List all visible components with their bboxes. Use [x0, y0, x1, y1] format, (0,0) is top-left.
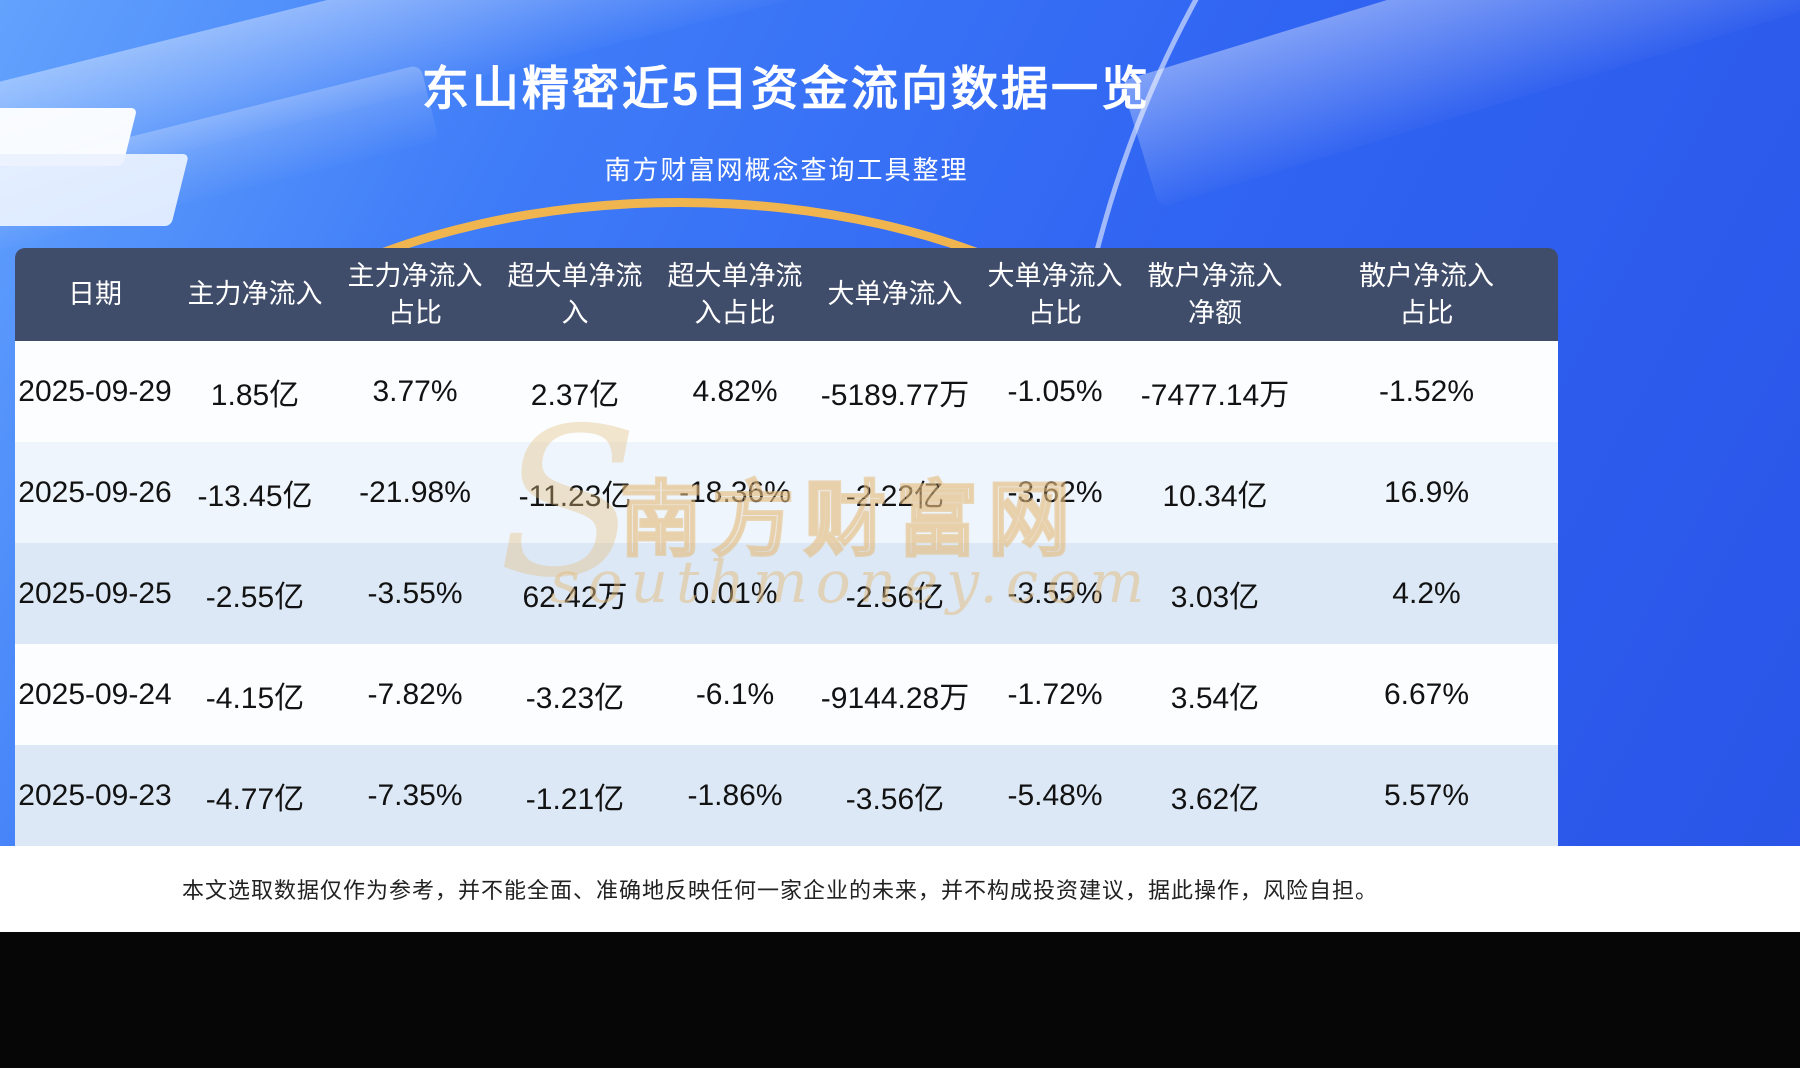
table-cell: -18.36% [679, 475, 791, 509]
table-cell: 4.82% [692, 374, 778, 408]
table-cell: -1.05% [1007, 374, 1103, 408]
table-cell: 1.85亿 [210, 378, 300, 412]
table-cell: -2.22亿 [845, 479, 945, 513]
table-cell: -7.82% [367, 677, 463, 711]
table-cell: 3.62亿 [1170, 782, 1260, 816]
table-cell: -11.23亿 [518, 479, 632, 513]
table-cell: -7477.14万 [1140, 378, 1290, 412]
table-cell: -6.1% [695, 677, 775, 711]
date-cell: 2025-09-26 [18, 475, 172, 509]
table-cell: -3.55% [367, 576, 463, 610]
col-header-retail-net-inflow: 散户净流入 净额 [1147, 261, 1283, 328]
table-cell: -1.86% [687, 778, 783, 812]
table-cell: 0.01% [692, 576, 778, 610]
table-cell: 62.42万 [522, 580, 628, 614]
page-subtitle: 南方财富网概念查询工具整理 [604, 155, 969, 185]
table-row: 2025-09-23 -4.77亿 -7.35% -1.21亿 -1.86% -… [15, 745, 1558, 846]
col-header-large-order-net-inflow-pct: 大单净流入 占比 [987, 261, 1123, 328]
table-cell: 10.34亿 [1162, 479, 1268, 513]
table-cell: 4.2% [1392, 576, 1461, 610]
col-header-xl-order-net-inflow-pct: 超大单净流 入占比 [667, 261, 803, 328]
date-cell: 2025-09-29 [18, 374, 172, 408]
table-cell: 3.54亿 [1170, 681, 1260, 715]
table-cell: -1.52% [1378, 374, 1475, 408]
fund-flow-table: 日期 主力净流入 主力净流入 占比 超大单净流 入 超大单净流 入占比 大单净流… [15, 248, 1558, 846]
disclaimer-text: 本文选取数据仅作为参考，并不能全面、准确地反映任何一家企业的未来，并不构成投资建… [181, 878, 1378, 903]
col-header-date: 日期 [68, 279, 122, 310]
table-cell: -3.62% [1007, 475, 1103, 509]
table-cell: 6.67% [1383, 677, 1470, 711]
table-header-row: 日期 主力净流入 主力净流入 占比 超大单净流 入 超大单净流 入占比 大单净流… [15, 248, 1558, 341]
table-cell: -5.48% [1007, 778, 1103, 812]
table-row: 2025-09-26 -13.45亿 -21.98% -11.23亿 -18.3… [15, 442, 1558, 543]
table-cell: 3.77% [372, 374, 458, 408]
col-header-large-order-net-inflow: 大单净流入 [827, 279, 963, 310]
date-cell: 2025-09-24 [18, 677, 172, 711]
page-title: 东山精密近5日资金流向数据一览 [421, 62, 1152, 115]
table-cell: 2.37亿 [530, 378, 620, 412]
table-cell: 5.57% [1383, 778, 1470, 812]
col-header-xl-order-net-inflow: 超大单净流 入 [507, 261, 643, 328]
table-cell: 16.9% [1383, 475, 1470, 509]
table-cell: -4.15亿 [205, 681, 305, 715]
table-cell: 3.03亿 [1170, 580, 1260, 614]
table-cell: -2.55亿 [205, 580, 305, 614]
table-cell: -3.56亿 [845, 782, 945, 816]
table-row: 2025-09-29 1.85亿 3.77% 2.37亿 4.82% -5189… [15, 341, 1558, 442]
table-cell: -5189.77万 [820, 378, 970, 412]
table-cell: -9144.28万 [820, 681, 970, 715]
table-cell: -21.98% [359, 475, 471, 509]
table-cell: -7.35% [367, 778, 463, 812]
gold-arc-decoration [150, 198, 1210, 778]
table-cell: -2.56亿 [845, 580, 945, 614]
col-header-main-net-inflow: 主力净流入 [187, 279, 323, 310]
table-row: 2025-09-24 -4.15亿 -7.82% -3.23亿 -6.1% -9… [15, 644, 1558, 745]
col-header-retail-net-inflow-pct: 散户净流入 占比 [1359, 261, 1494, 328]
table-cell: -3.55% [1007, 576, 1103, 610]
footer-strip: 本文选取数据仅作为参考，并不能全面、准确地反映任何一家企业的未来，并不构成投资建… [0, 846, 1800, 932]
table-cell: -3.23亿 [525, 681, 625, 715]
col-header-main-net-inflow-pct: 主力净流入 占比 [347, 261, 483, 328]
date-cell: 2025-09-25 [18, 576, 172, 610]
table-cell: -1.21亿 [525, 782, 625, 816]
date-cell: 2025-09-23 [18, 778, 172, 812]
table-cell: -13.45亿 [197, 479, 313, 513]
table-cell: -1.72% [1007, 677, 1103, 711]
table-row: 2025-09-25 -2.55亿 -3.55% 62.42万 0.01% -2… [15, 543, 1558, 644]
bottom-black-bar [0, 932, 1800, 1068]
table-cell: -4.77亿 [205, 782, 305, 816]
